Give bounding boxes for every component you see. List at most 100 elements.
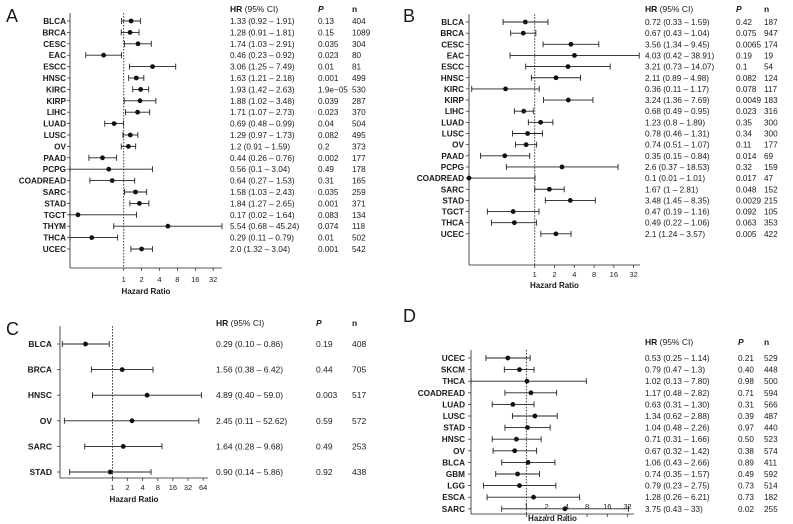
panel-d-row-stad-n: 440 — [764, 424, 778, 433]
panel-a-row-tgct-p-value: 0.083 — [318, 211, 339, 220]
panel-b-row-thca-p-value: 0.063 — [736, 219, 757, 228]
panel-a-row-pcpg-n: 178 — [352, 165, 366, 174]
panel-d-row-esca-label: ESCA — [442, 493, 465, 502]
panel-a-row-ucec-hr-text: 2.0 (1.32 – 3.04) — [230, 245, 290, 254]
panel-b-row-lihc-n: 316 — [764, 107, 778, 116]
panel-a-row-brca-n: 1089 — [352, 28, 371, 37]
panel-d-row-sarc-point — [562, 506, 568, 512]
panel-a-row-kirc-label: KIRC — [46, 85, 66, 94]
panel-b-row-kirc-p-value: 0.078 — [736, 85, 757, 94]
panel-d-row-coadread-p-value: 0.71 — [738, 389, 754, 398]
panel-b-row-cesc-label: CESC — [441, 40, 464, 49]
panel-b-row-sarc-n: 152 — [764, 185, 778, 194]
panel-d-row-gbm-n: 592 — [764, 470, 778, 479]
panel-a-row-kirp-label: KIRP — [46, 97, 66, 106]
panel-d-row-ov-p-value: 0.38 — [738, 447, 754, 456]
panel-b-row-lihc-point — [521, 108, 527, 114]
panel-b-row-sarc-hr-text: 1.67 (1 – 2.81) — [645, 185, 699, 194]
panel-d-row-esca-p-value: 0.73 — [738, 493, 754, 502]
panel-b-row-kirp-hr-text: 3.24 (1.36 – 7.69) — [645, 96, 710, 105]
panel-d-row-lusc-point — [532, 413, 538, 419]
panel-d-row-hnsc-label: HNSC — [442, 435, 465, 444]
panel-d-row-lgg-hr-text: 0.79 (0.23 – 2.75) — [645, 482, 710, 491]
panel-a-xlabel: Hazard Ratio — [122, 287, 171, 296]
panel-d-row-gbm-label: GBM — [446, 470, 465, 479]
panel-b-row-lusc-label: LUSC — [442, 130, 464, 139]
panel-a-row-coadread-p-value: 0.31 — [318, 177, 334, 186]
panel-a-row-stad-n: 371 — [352, 199, 366, 208]
panel-a-row-lusc-p-value: 0.082 — [318, 131, 339, 140]
panel-a-row-sarc-label: SARC — [43, 188, 66, 197]
panel-a-row-thca-label: THCA — [43, 234, 66, 243]
panel-a-header-n: n — [352, 4, 357, 14]
panel-c-row-ov-point — [129, 418, 135, 424]
panel-b-row-coadread-p-value: 0.017 — [736, 174, 757, 183]
panel-c-row-stad-hr-text: 0.90 (0.14 – 5.86) — [216, 467, 283, 477]
panel-d-row-luad-label: LUAD — [442, 400, 465, 409]
panel-d-row-lusc-hr-text: 1.34 (0.62 – 2.88) — [645, 412, 710, 421]
panel-b-row-ucec-hr-text: 2.1 (1.24 – 3.57) — [645, 230, 705, 239]
panel-d-row-thca-label: THCA — [442, 377, 465, 386]
panel-b-row-coadread-hr-text: 0.1 (0.01 – 1.01) — [645, 174, 705, 183]
panel-d-row-thca-hr-text: 1.02 (0.13 – 7.80) — [645, 377, 710, 386]
panel-b-row-brca-hr-text: 0.67 (0.43 – 1.04) — [645, 29, 710, 38]
panel-d-row-sarc-label: SARC — [442, 505, 465, 514]
panel-d-row-gbm-p-value: 0.49 — [738, 470, 754, 479]
panel-d-row-ov-label: OV — [453, 447, 465, 456]
panel-d-row-stad-p-value: 0.97 — [738, 424, 754, 433]
panel-c-row-ov-hr-text: 2.45 (0.11 – 52.62) — [216, 416, 287, 426]
panel-b-row-luad-n: 300 — [764, 118, 778, 127]
panel-d-row-ov-point — [512, 448, 518, 454]
panel-b-row-lihc-label: LIHC — [445, 107, 464, 116]
panel-a-row-tgct-point — [75, 212, 81, 218]
panel-b-row-eac-point — [572, 53, 577, 58]
panel-a-row-sarc-point — [133, 189, 138, 195]
panel-d-xtick-label-16: 16 — [603, 502, 611, 511]
panel-a-row-kirc-n: 530 — [352, 85, 366, 94]
panel-d-row-ov-hr-text: 0.67 (0.32 – 1.42) — [645, 447, 710, 456]
panel-b-row-brca-n: 947 — [764, 29, 778, 38]
panel-a-row-kirp-p-value: 0.039 — [318, 97, 339, 106]
panel-a-row-ucec-label: UCEC — [43, 245, 66, 254]
panel-c-row-brca-label: BRCA — [27, 365, 52, 375]
panel-c-xtick-label-4: 4 — [141, 483, 145, 492]
panel-a-row-thym-n: 118 — [352, 222, 365, 231]
panel-a-row-ov-hr-text: 1.2 (0.91 – 1.59) — [230, 142, 290, 151]
panel-a-row-lihc-label: LIHC — [47, 108, 66, 117]
panel-b-row-ucec-n: 422 — [764, 230, 778, 239]
panel-d-row-skcm-p-value: 0.40 — [738, 366, 754, 375]
panel-a-row-sarc-p-value: 0.035 — [318, 188, 339, 197]
panel-a-header-hr-text: HR — [230, 4, 245, 14]
panel-d-row-blca-n: 411 — [764, 458, 777, 467]
panel-b-row-kirp-label: KIRP — [444, 96, 464, 105]
panel-d-row-luad-hr-text: 0.63 (0.31 – 1.30) — [645, 400, 710, 409]
panel-b-row-hnsc-point — [553, 75, 559, 81]
panel-d-row-coadread-point — [528, 390, 534, 396]
panel-b-row-lihc-p-value: 0.023 — [736, 107, 757, 116]
panel-d-row-esca-hr-text: 1.28 (0.26 – 6.21) — [645, 493, 710, 502]
panel-b-row-coadread-point — [466, 175, 472, 181]
panel-b-row-ucec-label: UCEC — [441, 230, 464, 239]
panel-b-row-cesc-p-value: 0.0065 — [736, 40, 761, 49]
panel-d-xlabel: Hazard Ratio — [528, 514, 577, 523]
panel-b-row-ov-label: OV — [452, 141, 464, 150]
panel-a-row-cesc-point — [135, 41, 141, 47]
panel-d-row-thca-p-value: 0.98 — [738, 377, 754, 386]
panel-a-row-lusc-point — [127, 132, 133, 138]
panel-c-row-sarc-n: 253 — [352, 441, 366, 451]
panel-d-xtick-label-2: 2 — [544, 502, 548, 511]
panel-c-row-blca-point — [83, 341, 88, 347]
panel-c-row-blca-label: BLCA — [28, 339, 52, 349]
panel-d-row-ucec-hr-text: 0.53 (0.25 – 1.14) — [645, 354, 710, 363]
panel-a-row-escc-p-value: 0.01 — [318, 63, 334, 72]
panel-d-label: D — [403, 306, 416, 326]
panel-d-header-p: P — [738, 337, 744, 347]
panel-b-row-tgct-n: 105 — [764, 208, 778, 217]
panel-d-row-stad-point — [525, 425, 530, 430]
panel-a-row-lusc-label: LUSC — [44, 131, 66, 140]
panel-b-row-sarc-label: SARC — [441, 185, 464, 194]
panel-a-row-luad-hr-text: 0.69 (0.48 – 0.99) — [230, 120, 295, 129]
panel-b-row-escc-n: 54 — [764, 63, 774, 72]
panel-b-row-ov-p-value: 0.11 — [736, 141, 752, 150]
panel-d-row-luad-p-value: 0.31 — [738, 400, 754, 409]
